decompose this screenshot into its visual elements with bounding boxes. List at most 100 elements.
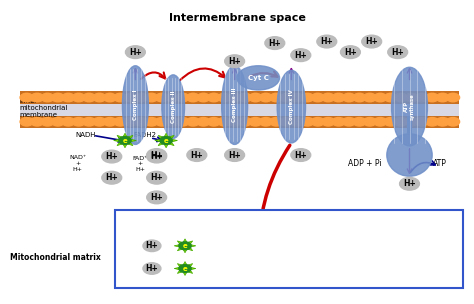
Circle shape <box>72 118 85 126</box>
Circle shape <box>155 93 168 102</box>
Circle shape <box>249 118 262 126</box>
Circle shape <box>405 93 418 102</box>
Text: e: e <box>164 137 168 143</box>
Circle shape <box>62 93 75 102</box>
Text: H+: H+ <box>150 150 163 160</box>
Text: H+: H+ <box>150 193 163 202</box>
Circle shape <box>342 93 356 102</box>
Bar <box>19 92 459 116</box>
Text: e: e <box>182 243 187 249</box>
Circle shape <box>160 136 172 144</box>
Text: Complex IV: Complex IV <box>289 89 294 124</box>
Circle shape <box>228 118 241 126</box>
Circle shape <box>363 93 376 102</box>
Circle shape <box>103 93 117 102</box>
Circle shape <box>197 118 210 126</box>
Text: H+: H+ <box>146 241 158 250</box>
Circle shape <box>147 191 166 204</box>
Circle shape <box>218 118 231 126</box>
Circle shape <box>30 93 44 102</box>
Circle shape <box>301 93 314 102</box>
Polygon shape <box>174 239 196 253</box>
Circle shape <box>41 93 54 102</box>
Text: H+: H+ <box>146 264 158 273</box>
Text: Intermembrane space: Intermembrane space <box>169 13 305 23</box>
Text: H+: H+ <box>294 51 307 60</box>
Text: Inner
mitochondrial
membrane: Inner mitochondrial membrane <box>19 98 68 118</box>
Circle shape <box>259 118 273 126</box>
Circle shape <box>426 118 439 126</box>
Text: e: e <box>123 137 128 143</box>
Circle shape <box>102 150 122 163</box>
Circle shape <box>51 93 64 102</box>
Circle shape <box>400 178 419 190</box>
Text: H+: H+ <box>150 173 163 182</box>
Text: NAD⁺
+
H+: NAD⁺ + H+ <box>69 155 86 172</box>
Circle shape <box>155 118 168 126</box>
Polygon shape <box>155 133 177 148</box>
Text: ADP + Pi: ADP + Pi <box>348 159 382 168</box>
Text: Molecular
Oxygen: Molecular Oxygen <box>263 247 306 266</box>
Circle shape <box>114 93 127 102</box>
Circle shape <box>353 93 366 102</box>
Text: H+: H+ <box>294 150 307 160</box>
Text: H+: H+ <box>228 150 241 160</box>
Circle shape <box>415 118 428 126</box>
Circle shape <box>147 150 166 163</box>
Circle shape <box>249 93 262 102</box>
Text: Complex II: Complex II <box>171 90 176 123</box>
Circle shape <box>225 55 245 67</box>
Text: H+: H+ <box>320 37 333 46</box>
Ellipse shape <box>387 134 432 176</box>
Polygon shape <box>114 133 137 148</box>
Circle shape <box>301 118 314 126</box>
Bar <box>407 116 412 134</box>
Circle shape <box>135 118 148 126</box>
Text: H+: H+ <box>191 150 203 160</box>
Circle shape <box>102 171 122 184</box>
Circle shape <box>332 118 345 126</box>
Circle shape <box>165 93 179 102</box>
Circle shape <box>311 93 324 102</box>
Circle shape <box>311 118 324 126</box>
Text: FAD⁺
+
H+: FAD⁺ + H+ <box>132 156 148 172</box>
Circle shape <box>426 93 439 102</box>
Circle shape <box>280 93 293 102</box>
Circle shape <box>186 118 200 126</box>
Text: H+: H+ <box>392 48 404 57</box>
Circle shape <box>415 93 428 102</box>
Circle shape <box>197 93 210 102</box>
Circle shape <box>186 93 200 102</box>
Circle shape <box>51 118 64 126</box>
Circle shape <box>394 118 408 126</box>
Circle shape <box>187 149 207 161</box>
Circle shape <box>394 93 408 102</box>
Circle shape <box>436 118 449 126</box>
Text: H₂O: H₂O <box>374 255 389 264</box>
Circle shape <box>30 118 44 126</box>
Ellipse shape <box>237 66 280 90</box>
Circle shape <box>317 35 337 48</box>
Text: H+: H+ <box>344 48 357 57</box>
Text: Complex III: Complex III <box>232 88 237 122</box>
Circle shape <box>436 93 449 102</box>
Circle shape <box>291 118 304 126</box>
Circle shape <box>291 49 311 61</box>
Text: ATP: ATP <box>433 159 447 168</box>
Polygon shape <box>174 261 196 275</box>
Circle shape <box>82 93 96 102</box>
Circle shape <box>265 37 285 50</box>
Circle shape <box>225 149 245 161</box>
Circle shape <box>82 118 96 126</box>
Circle shape <box>207 118 220 126</box>
Circle shape <box>384 93 397 102</box>
Circle shape <box>145 118 158 126</box>
Circle shape <box>143 240 161 251</box>
Text: H+: H+ <box>268 39 281 47</box>
Text: H+: H+ <box>403 179 416 188</box>
Bar <box>19 92 459 104</box>
Circle shape <box>165 118 179 126</box>
Circle shape <box>342 118 356 126</box>
Circle shape <box>20 93 33 102</box>
Circle shape <box>405 118 418 126</box>
